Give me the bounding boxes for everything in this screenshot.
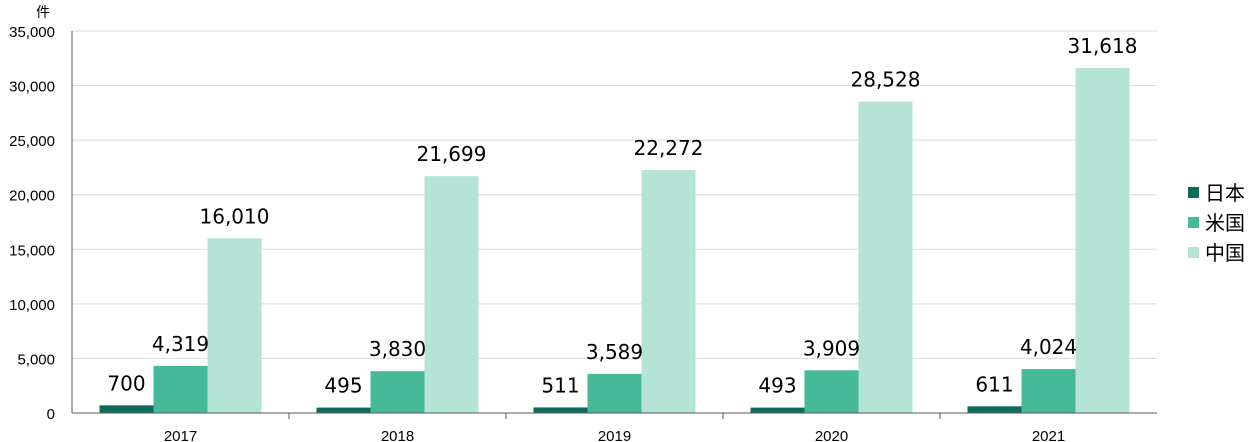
x-tick-label: 2021 bbox=[1032, 428, 1065, 442]
bar bbox=[424, 176, 479, 413]
y-axis-unit-label: 件 bbox=[36, 5, 50, 21]
legend-label: 中国 bbox=[1205, 241, 1245, 265]
bar bbox=[99, 405, 154, 413]
data-labels: 700 4,319 16,010 495 3,830 21,699 511 3,589 22,2… bbox=[107, 34, 1137, 398]
bar bbox=[207, 238, 262, 413]
data-label: 700 bbox=[107, 371, 145, 395]
legend-label: 日本 bbox=[1205, 181, 1245, 205]
data-label: 3,589 bbox=[586, 340, 643, 364]
y-tick-label: 5,000 bbox=[17, 351, 55, 368]
data-label: 4,024 bbox=[1020, 335, 1077, 359]
bar bbox=[587, 373, 642, 413]
y-tick-label: 30,000 bbox=[9, 79, 55, 96]
data-label: 3,830 bbox=[369, 337, 426, 361]
data-label: 16,010 bbox=[200, 204, 270, 228]
y-tick-label: 20,000 bbox=[9, 188, 55, 205]
y-tick-label: 15,000 bbox=[9, 242, 55, 259]
bar bbox=[1021, 369, 1076, 413]
x-tick-label: 2017 bbox=[164, 428, 197, 442]
legend-swatch bbox=[1188, 187, 1199, 198]
bar bbox=[370, 371, 425, 413]
bar bbox=[1075, 67, 1130, 414]
bar bbox=[153, 365, 208, 413]
y-tick-label: 10,000 bbox=[9, 297, 55, 314]
x-axis-ticks: 2017 2018 2019 2020 2021 bbox=[164, 428, 1065, 442]
data-label: 4,319 bbox=[152, 332, 209, 356]
data-label: 3,909 bbox=[803, 336, 860, 360]
data-label: 511 bbox=[541, 373, 579, 397]
x-tick-label: 2020 bbox=[815, 428, 848, 442]
y-tick-label: 35,000 bbox=[9, 24, 55, 41]
y-axis-ticks: 0 5,000 10,000 15,000 20,000 25,000 30,000 35,0… bbox=[9, 24, 55, 423]
data-label: 21,699 bbox=[417, 142, 487, 166]
legend-swatch bbox=[1188, 247, 1199, 258]
data-label: 493 bbox=[758, 374, 796, 398]
data-label: 22,272 bbox=[634, 136, 704, 160]
data-label: 28,528 bbox=[851, 68, 921, 92]
x-tick-label: 2018 bbox=[381, 428, 414, 442]
data-label: 611 bbox=[975, 372, 1013, 396]
bar bbox=[533, 407, 588, 413]
legend-swatch bbox=[1188, 217, 1199, 228]
data-label: 31,618 bbox=[1068, 34, 1138, 58]
data-label: 495 bbox=[324, 374, 362, 398]
bar bbox=[858, 101, 913, 413]
bars bbox=[99, 67, 1130, 414]
legend-label: 米国 bbox=[1205, 211, 1245, 235]
bar bbox=[750, 407, 805, 413]
y-tick-label: 25,000 bbox=[9, 133, 55, 150]
bar bbox=[641, 169, 696, 413]
y-tick-label: 0 bbox=[47, 406, 55, 423]
bar bbox=[967, 406, 1022, 413]
bar bbox=[804, 370, 859, 413]
x-tick-label: 2019 bbox=[598, 428, 631, 442]
bar bbox=[316, 407, 371, 413]
axes bbox=[71, 31, 1157, 419]
